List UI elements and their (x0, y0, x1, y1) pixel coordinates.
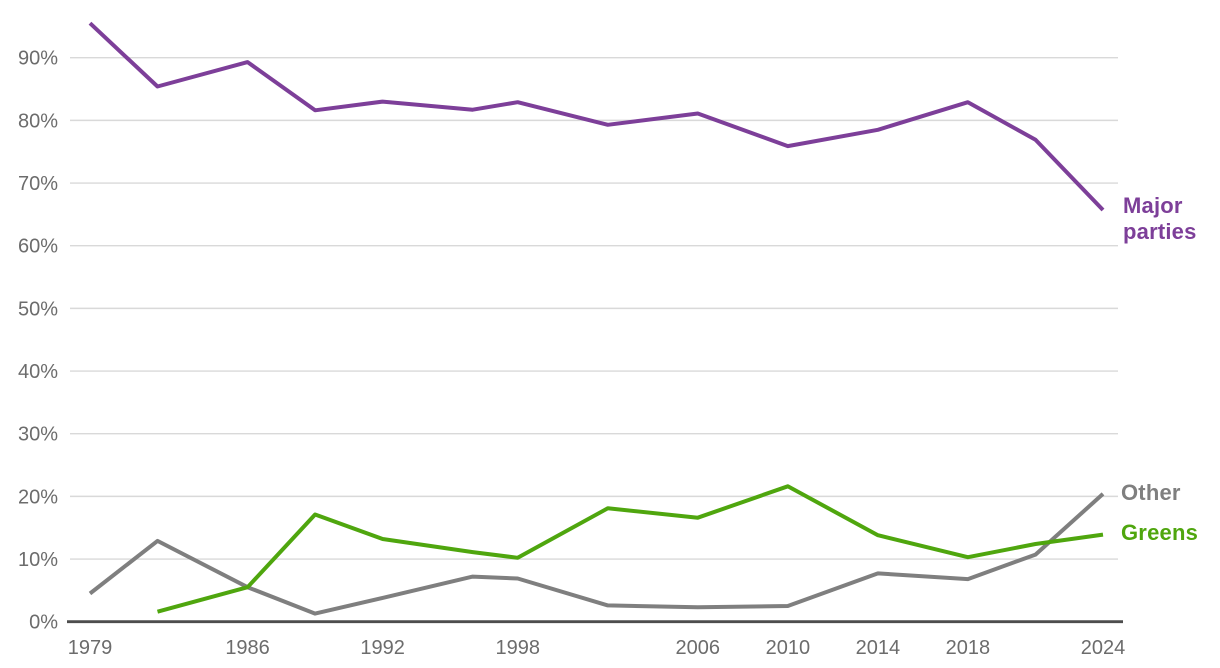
x-tick-label: 1998 (495, 637, 540, 659)
series-line-greens (156, 484, 1104, 614)
series-label-other: Other (1121, 480, 1181, 505)
series-line-major-parties (88, 21, 1105, 212)
y-tick-label: 90% (18, 48, 58, 70)
y-tick-label: 10% (18, 549, 58, 571)
y-tick-label: 40% (18, 361, 58, 383)
y-tick-label: 0% (29, 612, 58, 634)
x-tick-label: 2014 (856, 637, 901, 659)
x-tick-label: 1979 (68, 637, 113, 659)
x-tick-label: 2006 (676, 637, 721, 659)
x-tick-label: 2010 (766, 637, 811, 659)
y-tick-label: 80% (18, 110, 58, 132)
y-tick-label: 50% (18, 298, 58, 320)
x-tick-label: 2018 (946, 637, 991, 659)
x-tick-label: 1992 (360, 637, 405, 659)
y-tick-label: 30% (18, 424, 58, 446)
x-tick-label: 2024 (1081, 637, 1126, 659)
y-tick-label: 70% (18, 173, 58, 195)
y-tick-label: 20% (18, 486, 58, 508)
series-label-major-parties: Major parties (1123, 193, 1197, 244)
x-tick-label: 1986 (225, 637, 270, 659)
series-label-greens: Greens (1121, 520, 1199, 545)
series-line-other (88, 492, 1105, 616)
y-tick-label: 60% (18, 236, 58, 258)
